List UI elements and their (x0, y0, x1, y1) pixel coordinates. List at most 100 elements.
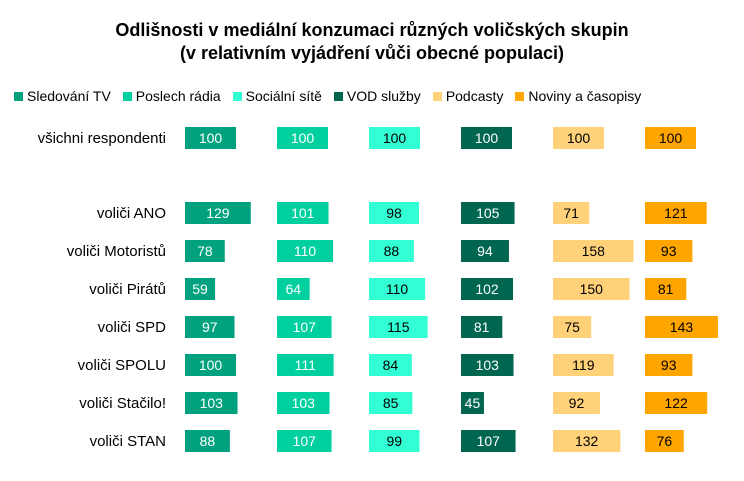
data-label: 100 (659, 130, 683, 146)
bar (645, 278, 687, 300)
category-label: voliči SPOLU (78, 357, 166, 374)
data-label: 107 (293, 433, 317, 449)
data-label: 119 (572, 357, 595, 373)
bar (277, 278, 310, 300)
data-label: 102 (475, 281, 499, 297)
bar (645, 316, 718, 338)
bar (277, 202, 329, 224)
bar (553, 316, 592, 338)
category-label: voliči Stačilo! (79, 395, 166, 412)
bar (369, 240, 414, 262)
data-label: 59 (192, 281, 208, 297)
legend-item: Sledování TV (14, 88, 111, 104)
legend-item: VOD služby (333, 88, 421, 104)
legend-item: Podcasty (432, 88, 504, 104)
data-label: 84 (383, 357, 399, 373)
data-label: 45 (465, 395, 481, 411)
bar (645, 392, 708, 414)
chart-subtitle: (v relativním vyjádření vůči obecné popu… (179, 43, 565, 63)
bar (185, 202, 251, 224)
data-label: 110 (386, 281, 409, 297)
legend-label: Sledování TV (27, 88, 111, 104)
bar (645, 240, 693, 262)
legend-label: VOD služby (346, 88, 421, 104)
legend-swatch (232, 91, 242, 101)
bar (185, 392, 238, 414)
data-label: 88 (200, 433, 216, 449)
bar (461, 316, 503, 338)
bar (369, 127, 420, 149)
data-label: 103 (200, 395, 224, 411)
bar (277, 240, 334, 262)
data-label: 132 (575, 433, 599, 449)
bar (461, 240, 509, 262)
data-label: 94 (477, 243, 493, 259)
bar (645, 354, 693, 376)
bar (185, 127, 236, 149)
legend-label: Podcasty (445, 88, 504, 104)
bar (185, 316, 235, 338)
legend-label: Sociální sítě (245, 88, 322, 104)
data-label: 93 (661, 243, 677, 259)
bar (461, 354, 514, 376)
data-label: 81 (474, 319, 490, 335)
legend-item: Poslech rádia (122, 88, 221, 104)
bar (553, 392, 600, 414)
data-label: 158 (582, 243, 606, 259)
bar (461, 202, 515, 224)
data-label: 100 (567, 130, 591, 146)
data-label: 150 (580, 281, 604, 297)
data-label: 121 (664, 205, 688, 221)
data-label: 107 (293, 319, 317, 335)
bar (277, 430, 332, 452)
data-label: 64 (286, 281, 302, 297)
bar (461, 430, 516, 452)
bar (185, 430, 230, 452)
data-label: 100 (199, 130, 223, 146)
data-label: 92 (569, 395, 585, 411)
legend-swatch (122, 91, 132, 101)
bar (369, 354, 412, 376)
bar (553, 202, 590, 224)
data-label: 81 (658, 281, 674, 297)
bar (185, 240, 225, 262)
data-label: 78 (197, 243, 213, 259)
bar (553, 430, 621, 452)
bar (553, 127, 604, 149)
data-label: 100 (199, 357, 223, 373)
data-label: 75 (564, 319, 580, 335)
bar (553, 278, 630, 300)
bar (277, 316, 332, 338)
data-label: 143 (670, 319, 694, 335)
legend: Sledování TV Poslech rádia Sociální sítě VO… (14, 88, 641, 104)
bar (645, 127, 696, 149)
bar (369, 430, 420, 452)
data-label: 100 (475, 130, 499, 146)
legend-label: Poslech rádia (135, 88, 221, 104)
bar (645, 202, 707, 224)
data-label: 97 (202, 319, 218, 335)
data-label: 107 (477, 433, 501, 449)
bar (369, 202, 419, 224)
category-label: všichni respondenti (38, 130, 166, 147)
category-label: voliči Motoristů (67, 243, 166, 260)
data-label: 110 (294, 243, 317, 259)
bar (553, 354, 614, 376)
bar (461, 392, 484, 414)
legend-swatch (432, 91, 442, 101)
bar (369, 392, 413, 414)
bar (277, 127, 328, 149)
bar (461, 127, 512, 149)
data-label: 100 (383, 130, 407, 146)
category-label: voliči ANO (97, 205, 166, 222)
legend-swatch (515, 91, 525, 101)
data-label: 100 (291, 130, 315, 146)
bar (369, 278, 426, 300)
legend-swatch (333, 91, 343, 101)
bar (185, 354, 236, 376)
data-label: 101 (291, 205, 315, 221)
data-label: 71 (563, 205, 579, 221)
chart-title: Odlišnosti v mediální konzumaci různých … (115, 20, 629, 40)
